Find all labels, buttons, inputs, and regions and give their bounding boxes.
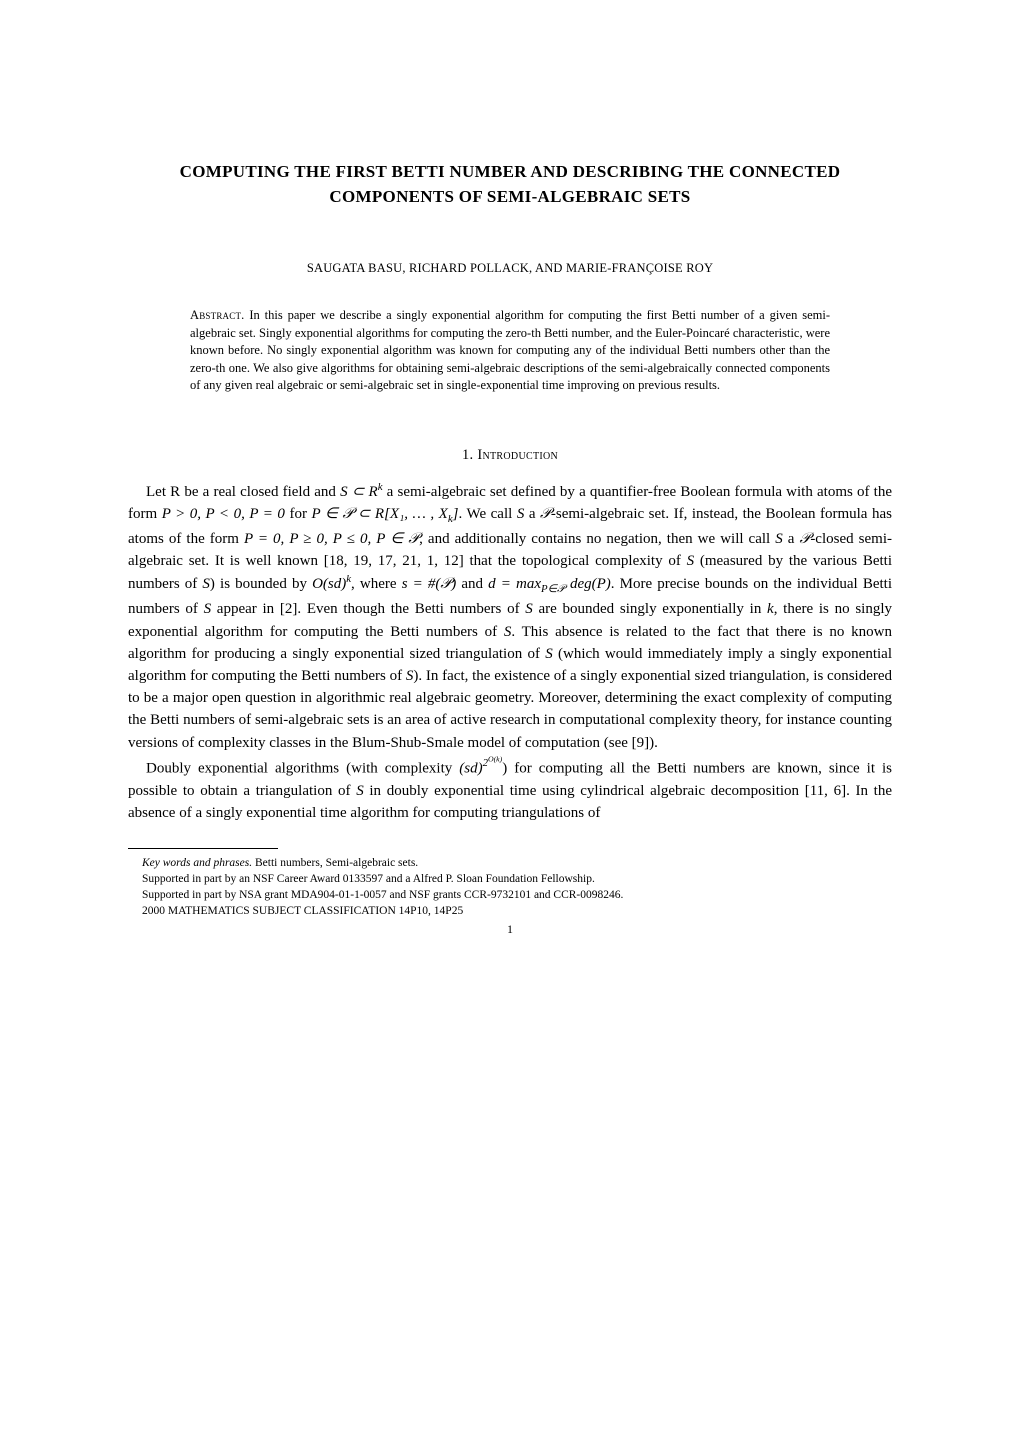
paragraph-2: Doubly exponential algorithms (with comp… xyxy=(128,754,892,824)
footnote-msc: 2000 MATHEMATICS SUBJECT CLASSIFICATION … xyxy=(128,903,892,919)
math-inline: S xyxy=(545,646,553,662)
math-sub: P∈𝒫 xyxy=(541,583,565,595)
footnote-keywords: Key words and phrases. Betti numbers, Se… xyxy=(128,855,892,871)
math-inline: (sd) xyxy=(459,760,482,776)
text-run: ) is bounded by xyxy=(210,576,312,592)
math-inline: S ⊂ R xyxy=(340,484,378,500)
paper-authors: SAUGATA BASU, RICHARD POLLACK, AND MARIE… xyxy=(128,259,892,277)
math-sup: 2O(k) xyxy=(483,757,503,769)
footnote-separator xyxy=(128,848,278,849)
text-run: , where xyxy=(351,576,402,592)
math-sup-sup: O(k) xyxy=(488,755,502,764)
text-run: for xyxy=(285,506,312,522)
math-inline: S xyxy=(204,601,212,617)
math-inline: k xyxy=(767,601,774,617)
math-inline: S xyxy=(202,576,210,592)
body-text: Let R be a real closed field and S ⊂ Rk … xyxy=(128,480,892,824)
paragraph-1: Let R be a real closed field and S ⊂ Rk … xyxy=(128,480,892,754)
footnote-support-1: Supported in part by an NSF Career Award… xyxy=(128,871,892,887)
math-inline: 𝒫 xyxy=(540,506,551,522)
abstract-label: Abstract. xyxy=(190,308,244,322)
text-run: a xyxy=(783,531,800,547)
text-run: are bounded singly exponentially in xyxy=(533,601,767,617)
math-inline: P > 0, P < 0, P = 0 xyxy=(162,506,285,522)
section-heading: 1. Introduction xyxy=(128,445,892,466)
math-inline: S xyxy=(687,553,695,569)
footnote-support-2: Supported in part by NSA grant MDA904-01… xyxy=(128,887,892,903)
page-number: 1 xyxy=(128,921,892,938)
text-run: and xyxy=(456,576,488,592)
text-run: Doubly exponential algorithms (with comp… xyxy=(146,760,459,776)
math-inline: 𝒫 xyxy=(799,531,810,547)
text-run: a xyxy=(524,506,540,522)
abstract-text: In this paper we describe a singly expon… xyxy=(190,308,830,392)
math-inline: d = max xyxy=(488,576,541,592)
math-inline: s = #(𝒫) xyxy=(402,576,457,592)
footnotes: Key words and phrases. Betti numbers, Se… xyxy=(128,855,892,919)
math-inline: S xyxy=(775,531,783,547)
text-run: Let R be a real closed field and xyxy=(146,484,340,500)
paper-title: COMPUTING THE FIRST BETTI NUMBER AND DES… xyxy=(128,160,892,209)
math-inline: P ∈ 𝒫 ⊂ R[X₁, … , X xyxy=(311,506,447,522)
text-run: . We call xyxy=(459,506,517,522)
abstract-block: Abstract. In this paper we describe a si… xyxy=(128,307,892,395)
math-inline: S xyxy=(525,601,533,617)
text-run: , and additionally contains no negation,… xyxy=(419,531,775,547)
section-title: Introduction xyxy=(477,447,558,463)
math-inline: S xyxy=(356,783,364,799)
footnote-keywords-text: Betti numbers, Semi-algebraic sets. xyxy=(252,857,418,869)
math-inline: P = 0, P ≥ 0, P ≤ 0, P ∈ 𝒫 xyxy=(244,531,419,547)
math-inline: O(sd) xyxy=(312,576,346,592)
section-number: 1. xyxy=(462,447,473,463)
footnote-keywords-label: Key words and phrases. xyxy=(142,857,252,869)
math-inline: deg(P) xyxy=(565,576,611,592)
text-run: appear in [2]. Even though the Betti num… xyxy=(211,601,525,617)
